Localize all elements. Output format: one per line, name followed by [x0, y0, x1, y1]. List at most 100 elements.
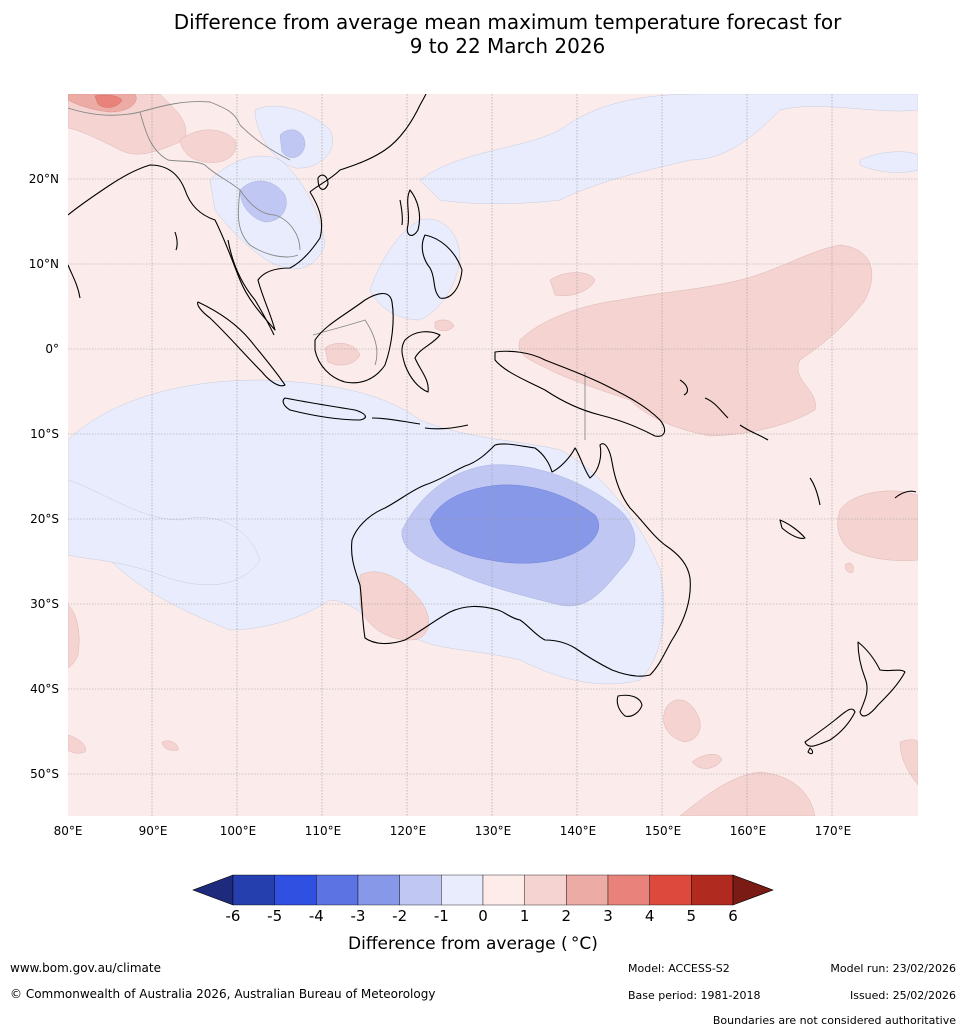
lon-label-80e: 80°E	[54, 824, 83, 838]
contour-neg1-indian-ocean	[68, 379, 665, 685]
colorbar-segment	[691, 874, 734, 906]
footer-model: Model: ACCESS-S2	[628, 962, 730, 975]
colorbar-tick-label: 0	[478, 907, 488, 925]
contour-pos1-small-2	[844, 562, 854, 573]
contour-pos1-southern-small	[161, 740, 179, 751]
lon-label-140e: 140°E	[560, 824, 597, 838]
colorbar-tick-label: 3	[603, 907, 613, 925]
coast-sulawesi	[401, 331, 441, 393]
contour-pos1-small-1	[434, 319, 455, 331]
footer-issued: Issued: 25/02/2026	[849, 989, 956, 1002]
coastlines	[68, 94, 917, 755]
coast-nz-north	[857, 641, 906, 717]
coast-borneo	[314, 292, 394, 384]
anomaly-contours	[68, 94, 918, 816]
title-line-2: 9 to 22 March 2026	[409, 34, 606, 58]
contour-neg1-indian-ocean-west	[68, 479, 261, 585]
lat-label-30s: 30°S	[30, 597, 59, 611]
colorbar-segment	[441, 874, 484, 906]
graticule	[68, 94, 918, 816]
colorbar-tick-label: -3	[351, 907, 366, 925]
colorbar-segment	[607, 874, 650, 906]
contour-pos1-south-2	[691, 754, 723, 769]
colorbar-segment	[316, 874, 359, 906]
colorbar-tick-label: 5	[687, 907, 697, 925]
colorbar-extend-high	[732, 874, 774, 906]
colorbar-segment	[649, 874, 692, 906]
contour-pos1-png-pacific	[518, 244, 873, 437]
colorbar-title-text: Difference from average (	[348, 934, 568, 954]
lat-label-20s: 20°S	[30, 512, 59, 526]
coast-asia	[68, 94, 427, 331]
footer-copyright: © Commonwealth of Australia 2026, Austra…	[10, 987, 436, 1001]
coast-new-guinea	[494, 350, 666, 437]
contour-pos1-nw-pacific	[549, 272, 596, 296]
forecast-map: 20°N 10°N 0° 10°S 20°S 30°S 40°S 50°S 80…	[29, 94, 918, 838]
coast-java	[282, 397, 366, 421]
contour-pos1-se-edge	[899, 739, 918, 786]
footer-model-run: Model run: 23/02/2026	[830, 962, 956, 975]
contour-pos1-tibet	[179, 129, 237, 163]
colorbar-tick-label: 2	[562, 907, 572, 925]
lon-label-120e: 120°E	[390, 824, 427, 838]
footer-disclaimer: Boundaries are not considered authoritat…	[712, 1014, 956, 1027]
lon-label-150e: 150°E	[645, 824, 682, 838]
colorbar	[192, 874, 774, 906]
colorbar-segment	[232, 874, 275, 906]
contour-neg3-australia	[429, 484, 600, 564]
lat-label-20n: 20°N	[29, 172, 59, 186]
lon-label-90e: 90°E	[139, 824, 168, 838]
coast-nz-south	[804, 708, 856, 755]
colorbar-tick-label: -2	[392, 907, 407, 925]
colorbar-segment	[524, 874, 567, 906]
colorbar-tick-label: -1	[434, 907, 449, 925]
contour-pos1-south	[679, 771, 816, 816]
coast-australia	[351, 443, 691, 677]
colorbar-title: Difference from average ( °C)	[348, 934, 598, 954]
colorbar-tick-label: 1	[520, 907, 530, 925]
colorbar-tick-label: 4	[645, 907, 655, 925]
coast-philippines	[406, 189, 463, 299]
contour-pos1-tasman	[663, 699, 701, 743]
coast-sumatra	[197, 301, 286, 387]
colorbar-segment	[357, 874, 400, 906]
coast-tasmania	[616, 694, 643, 717]
contour-pos1-west-edge	[68, 604, 80, 669]
lat-label-0: 0°	[45, 342, 59, 356]
lon-label-110e: 110°E	[305, 824, 342, 838]
contour-neg2-indochina	[239, 180, 287, 223]
contour-neg2-china	[279, 129, 306, 158]
colorbar-tick-label: -6	[226, 907, 241, 925]
lon-label-170e: 170°E	[815, 824, 852, 838]
colorbar-tick-label: -5	[267, 907, 282, 925]
lat-label-10s: 10°S	[30, 427, 59, 441]
contour-neg1-pacific-north	[419, 94, 918, 204]
latitude-labels: 20°N 10°N 0° 10°S 20°S 30°S 40°S 50°S	[29, 172, 59, 781]
footer-website[interactable]: www.bom.gov.au/climate	[10, 961, 161, 975]
colorbar-title-unit: °C)	[570, 934, 598, 954]
contour-pos1-wa	[359, 571, 429, 641]
colorbar-tick-label: -4	[309, 907, 324, 925]
title-line-1: Difference from average mean maximum tem…	[173, 10, 842, 34]
contour-neg1-pacific-east	[859, 151, 918, 173]
contour-pos1-west-edge-2	[68, 734, 86, 754]
colorbar-segment	[566, 874, 609, 906]
lat-label-50s: 50°S	[30, 767, 59, 781]
colorbar-ticks: -6 -5 -4 -3 -2 -1 0 1 2 3 4 5 6	[226, 907, 738, 925]
lon-label-160e: 160°E	[730, 824, 767, 838]
colorbar-segment	[399, 874, 442, 906]
colorbar-extend-low	[192, 874, 234, 906]
colorbar-tick-label: 6	[728, 907, 738, 925]
colorbar-segment	[482, 874, 525, 906]
country-borders	[68, 101, 586, 440]
contour-pos3-north-india	[94, 94, 123, 108]
lon-label-130e: 130°E	[475, 824, 512, 838]
lon-label-100e: 100°E	[220, 824, 257, 838]
lat-label-40s: 40°S	[30, 682, 59, 696]
longitude-labels: 80°E 90°E 100°E 110°E 120°E 130°E 140°E …	[54, 824, 852, 838]
colorbar-segment	[274, 874, 317, 906]
colorbar-segments	[192, 874, 774, 906]
chart-title: Difference from average mean maximum tem…	[0, 10, 965, 58]
lat-label-10n: 10°N	[29, 257, 59, 271]
contour-pos1-se-pacific	[837, 490, 918, 561]
